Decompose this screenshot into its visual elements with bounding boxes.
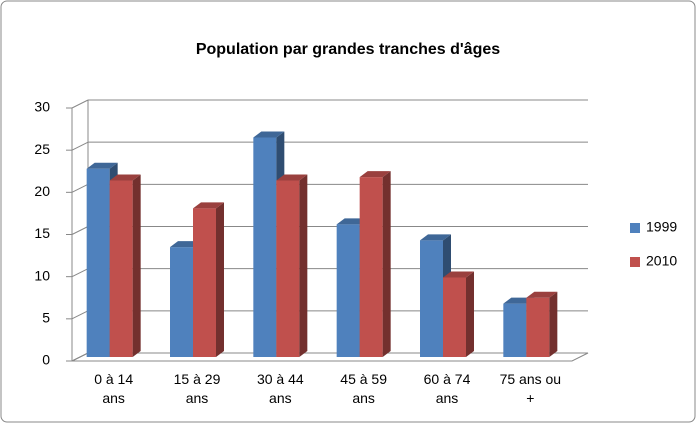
legend-swatch bbox=[630, 257, 640, 267]
bar-top bbox=[276, 174, 308, 181]
legend-label: 2010 bbox=[646, 253, 677, 269]
bar bbox=[359, 177, 383, 357]
bar-top bbox=[526, 291, 558, 298]
bar bbox=[170, 247, 193, 357]
bar-side bbox=[382, 171, 391, 357]
grid-line bbox=[71, 352, 89, 362]
x-tick-label: 15 à 29 ans bbox=[173, 371, 221, 406]
bar-side bbox=[299, 174, 308, 357]
y-tick-label: 25 bbox=[34, 141, 50, 157]
y-tick-label: 15 bbox=[34, 225, 50, 241]
bar-top bbox=[109, 174, 141, 181]
x-tick-label: 0 à 14 ans bbox=[94, 371, 134, 406]
bar bbox=[336, 224, 360, 357]
bar bbox=[109, 180, 133, 357]
legend-swatch bbox=[630, 223, 640, 233]
bar-top bbox=[193, 202, 224, 209]
bar-side bbox=[549, 291, 558, 357]
bar bbox=[253, 137, 277, 357]
y-tick-label: 5 bbox=[42, 310, 50, 326]
grid-line bbox=[71, 141, 89, 151]
y-tick-label: 20 bbox=[34, 183, 50, 199]
y-tick-label: 10 bbox=[34, 267, 50, 283]
bar-top bbox=[253, 131, 285, 138]
bar-top bbox=[86, 162, 118, 169]
chart-title: Population par grandes tranches d'âges bbox=[196, 41, 500, 58]
y-tick-label: 0 bbox=[42, 352, 50, 368]
bar bbox=[420, 240, 443, 357]
grid-line bbox=[71, 226, 89, 235]
bar-side bbox=[466, 271, 474, 357]
bar bbox=[193, 208, 216, 357]
grid-line bbox=[71, 99, 89, 109]
bar-top bbox=[443, 271, 474, 278]
bar bbox=[86, 168, 110, 357]
y-tick-label: 30 bbox=[34, 99, 50, 115]
grid-line bbox=[71, 268, 89, 278]
bar-side bbox=[216, 202, 224, 357]
bar bbox=[503, 303, 527, 357]
x-tick-label: 45 à 59 ans bbox=[340, 371, 388, 406]
legend-label: 1999 bbox=[646, 219, 677, 235]
x-tick-label: 75 ans ou + bbox=[499, 371, 562, 406]
bar bbox=[526, 297, 550, 357]
bar bbox=[443, 277, 466, 357]
bar-top bbox=[420, 234, 451, 241]
bar-top bbox=[359, 171, 391, 178]
bar-side bbox=[132, 174, 141, 357]
grid-line bbox=[71, 310, 89, 320]
grid-line bbox=[71, 183, 89, 193]
x-tick-label: 60 à 74 ans bbox=[423, 371, 471, 406]
x-tick-label: 30 à 44 ans bbox=[256, 371, 304, 406]
bar bbox=[276, 180, 300, 357]
